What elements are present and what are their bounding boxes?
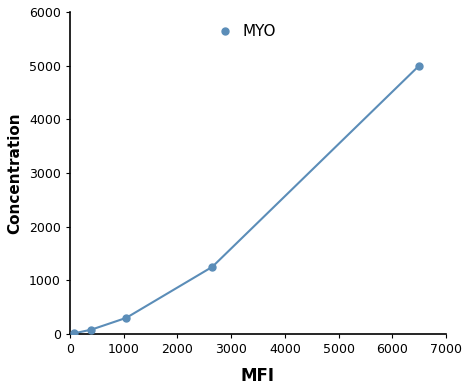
MYO [71,331,77,336]
Y-axis label: Concentration: Concentration [7,112,22,234]
Line: MYO: MYO [70,62,423,337]
MYO [89,327,94,332]
X-axis label: MFI: MFI [241,367,275,385]
MYO [210,265,215,269]
MYO [123,316,129,320]
Legend: MYO: MYO [209,20,281,44]
MYO [416,63,422,68]
